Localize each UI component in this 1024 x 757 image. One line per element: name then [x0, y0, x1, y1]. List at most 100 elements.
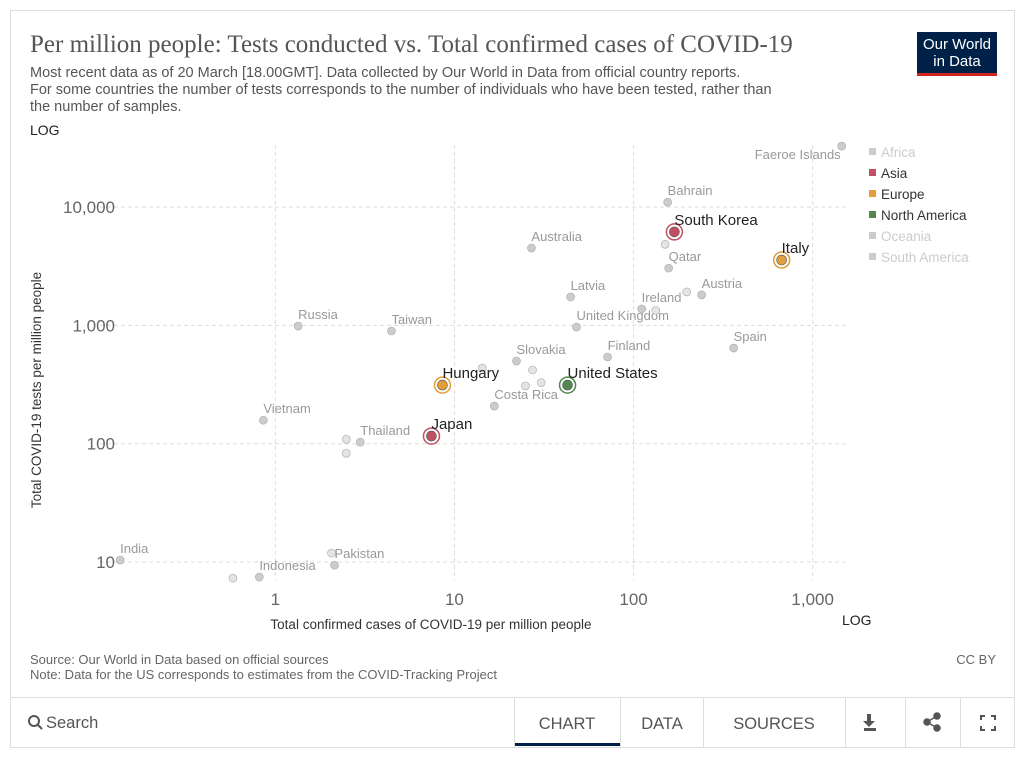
- point-label: Finland: [608, 338, 651, 353]
- point-label: Costa Rica: [494, 387, 558, 402]
- point: [562, 379, 573, 391]
- point: [437, 379, 448, 391]
- point-label: United Kingdom: [576, 308, 669, 323]
- point-label: Austria: [702, 276, 743, 291]
- y-tick-label: 1,000: [72, 316, 115, 335]
- point-label: Vietnam: [263, 401, 310, 416]
- legend-label: Africa: [881, 145, 916, 160]
- point: [327, 548, 336, 558]
- point: [729, 343, 738, 353]
- point: [341, 435, 351, 444]
- point-label: India: [120, 541, 149, 556]
- source-note: Source: Our World in Data based on offic…: [30, 652, 329, 667]
- x-tick-label: 10: [445, 590, 464, 609]
- subtitle: Most recent data as of 20 March [18.00GM…: [30, 65, 740, 81]
- y-tick-label: 100: [87, 435, 115, 454]
- point-label: Thailand: [360, 423, 410, 438]
- point-label: Japan: [431, 416, 472, 433]
- point-label: Slovakia: [516, 342, 566, 357]
- point: [697, 290, 706, 300]
- point: [651, 306, 661, 315]
- fullscreen-button[interactable]: [980, 715, 996, 731]
- note: Note: Data for the US corresponds to est…: [30, 667, 497, 682]
- y-tick-label: 10,000: [63, 198, 115, 217]
- legend-swatch: [869, 148, 876, 155]
- point-label: Latvia: [571, 278, 606, 293]
- point: [259, 415, 268, 425]
- point-label: Australia: [531, 229, 582, 244]
- active-tab-indicator: [515, 743, 620, 746]
- license[interactable]: CC BY: [956, 652, 996, 667]
- x-tick-label: 100: [619, 590, 647, 609]
- sources-tab[interactable]: SOURCES: [733, 715, 815, 733]
- point: [528, 365, 537, 375]
- legend-label: Oceania: [881, 229, 932, 244]
- y-tick-label: 10: [96, 553, 115, 572]
- point-label: Indonesia: [259, 558, 316, 573]
- point: [255, 572, 264, 582]
- x-axis-title: Total confirmed cases of COVID-19 per mi…: [270, 617, 591, 632]
- legend-label: Asia: [881, 166, 908, 181]
- point: [115, 555, 125, 565]
- logo-underline: [917, 73, 997, 76]
- legend-swatch: [869, 169, 876, 176]
- point: [660, 239, 670, 249]
- search-icon[interactable]: [28, 715, 43, 730]
- point: [837, 141, 846, 151]
- x-scale-toggle[interactable]: LOG: [842, 612, 872, 628]
- point: [536, 378, 546, 387]
- point-label: Ireland: [642, 290, 682, 305]
- point-label: Italy: [782, 240, 810, 257]
- legend-swatch: [869, 211, 876, 218]
- point: [387, 326, 396, 336]
- point-label: Hungary: [442, 365, 499, 382]
- point: [776, 254, 787, 266]
- point-label: United States: [568, 365, 658, 382]
- point: [341, 449, 351, 458]
- point: [477, 363, 487, 373]
- data-tab[interactable]: DATA: [641, 715, 683, 733]
- point-label: Qatar: [669, 249, 702, 264]
- point: [293, 321, 303, 331]
- point-label: South Korea: [674, 212, 758, 229]
- point: [663, 197, 672, 207]
- point: [669, 226, 680, 238]
- point: [228, 573, 238, 583]
- card-frame: [10, 10, 1015, 748]
- legend-swatch: [869, 253, 876, 260]
- download-button[interactable]: [863, 714, 876, 731]
- point: [521, 381, 530, 391]
- point: [512, 356, 521, 366]
- point: [682, 287, 692, 297]
- search-button[interactable]: Search: [46, 714, 98, 732]
- point: [426, 430, 437, 442]
- logo[interactable]: [917, 32, 997, 73]
- logo-text: in Data: [933, 53, 981, 70]
- chart-tab[interactable]: CHART: [539, 715, 596, 733]
- x-tick-label: 1: [271, 590, 280, 609]
- point: [637, 304, 646, 314]
- chart-title: Per million people: Tests conducted vs. …: [30, 31, 793, 58]
- point: [330, 560, 339, 570]
- x-tick-label: 1,000: [791, 590, 834, 609]
- point: [355, 437, 365, 447]
- y-axis-title: Total COVID-19 tests per million people: [29, 272, 44, 508]
- legend-label: South America: [881, 250, 969, 265]
- point: [603, 352, 612, 362]
- logo-text: Our World: [923, 36, 991, 53]
- share-button[interactable]: [923, 712, 941, 732]
- point: [527, 243, 536, 253]
- point: [572, 322, 581, 332]
- subtitle: the number of samples.: [30, 99, 182, 115]
- point: [664, 263, 673, 273]
- legend-swatch: [869, 190, 876, 197]
- point-label: Spain: [734, 329, 767, 344]
- point: [566, 292, 575, 302]
- legend-label: North America: [881, 208, 967, 223]
- point-label: Faeroe Islands: [755, 147, 841, 162]
- y-scale-toggle[interactable]: LOG: [30, 122, 60, 138]
- point-label: Taiwan: [391, 312, 431, 327]
- point-label: Bahrain: [668, 183, 713, 198]
- subtitle: For some countries the number of tests c…: [30, 82, 772, 98]
